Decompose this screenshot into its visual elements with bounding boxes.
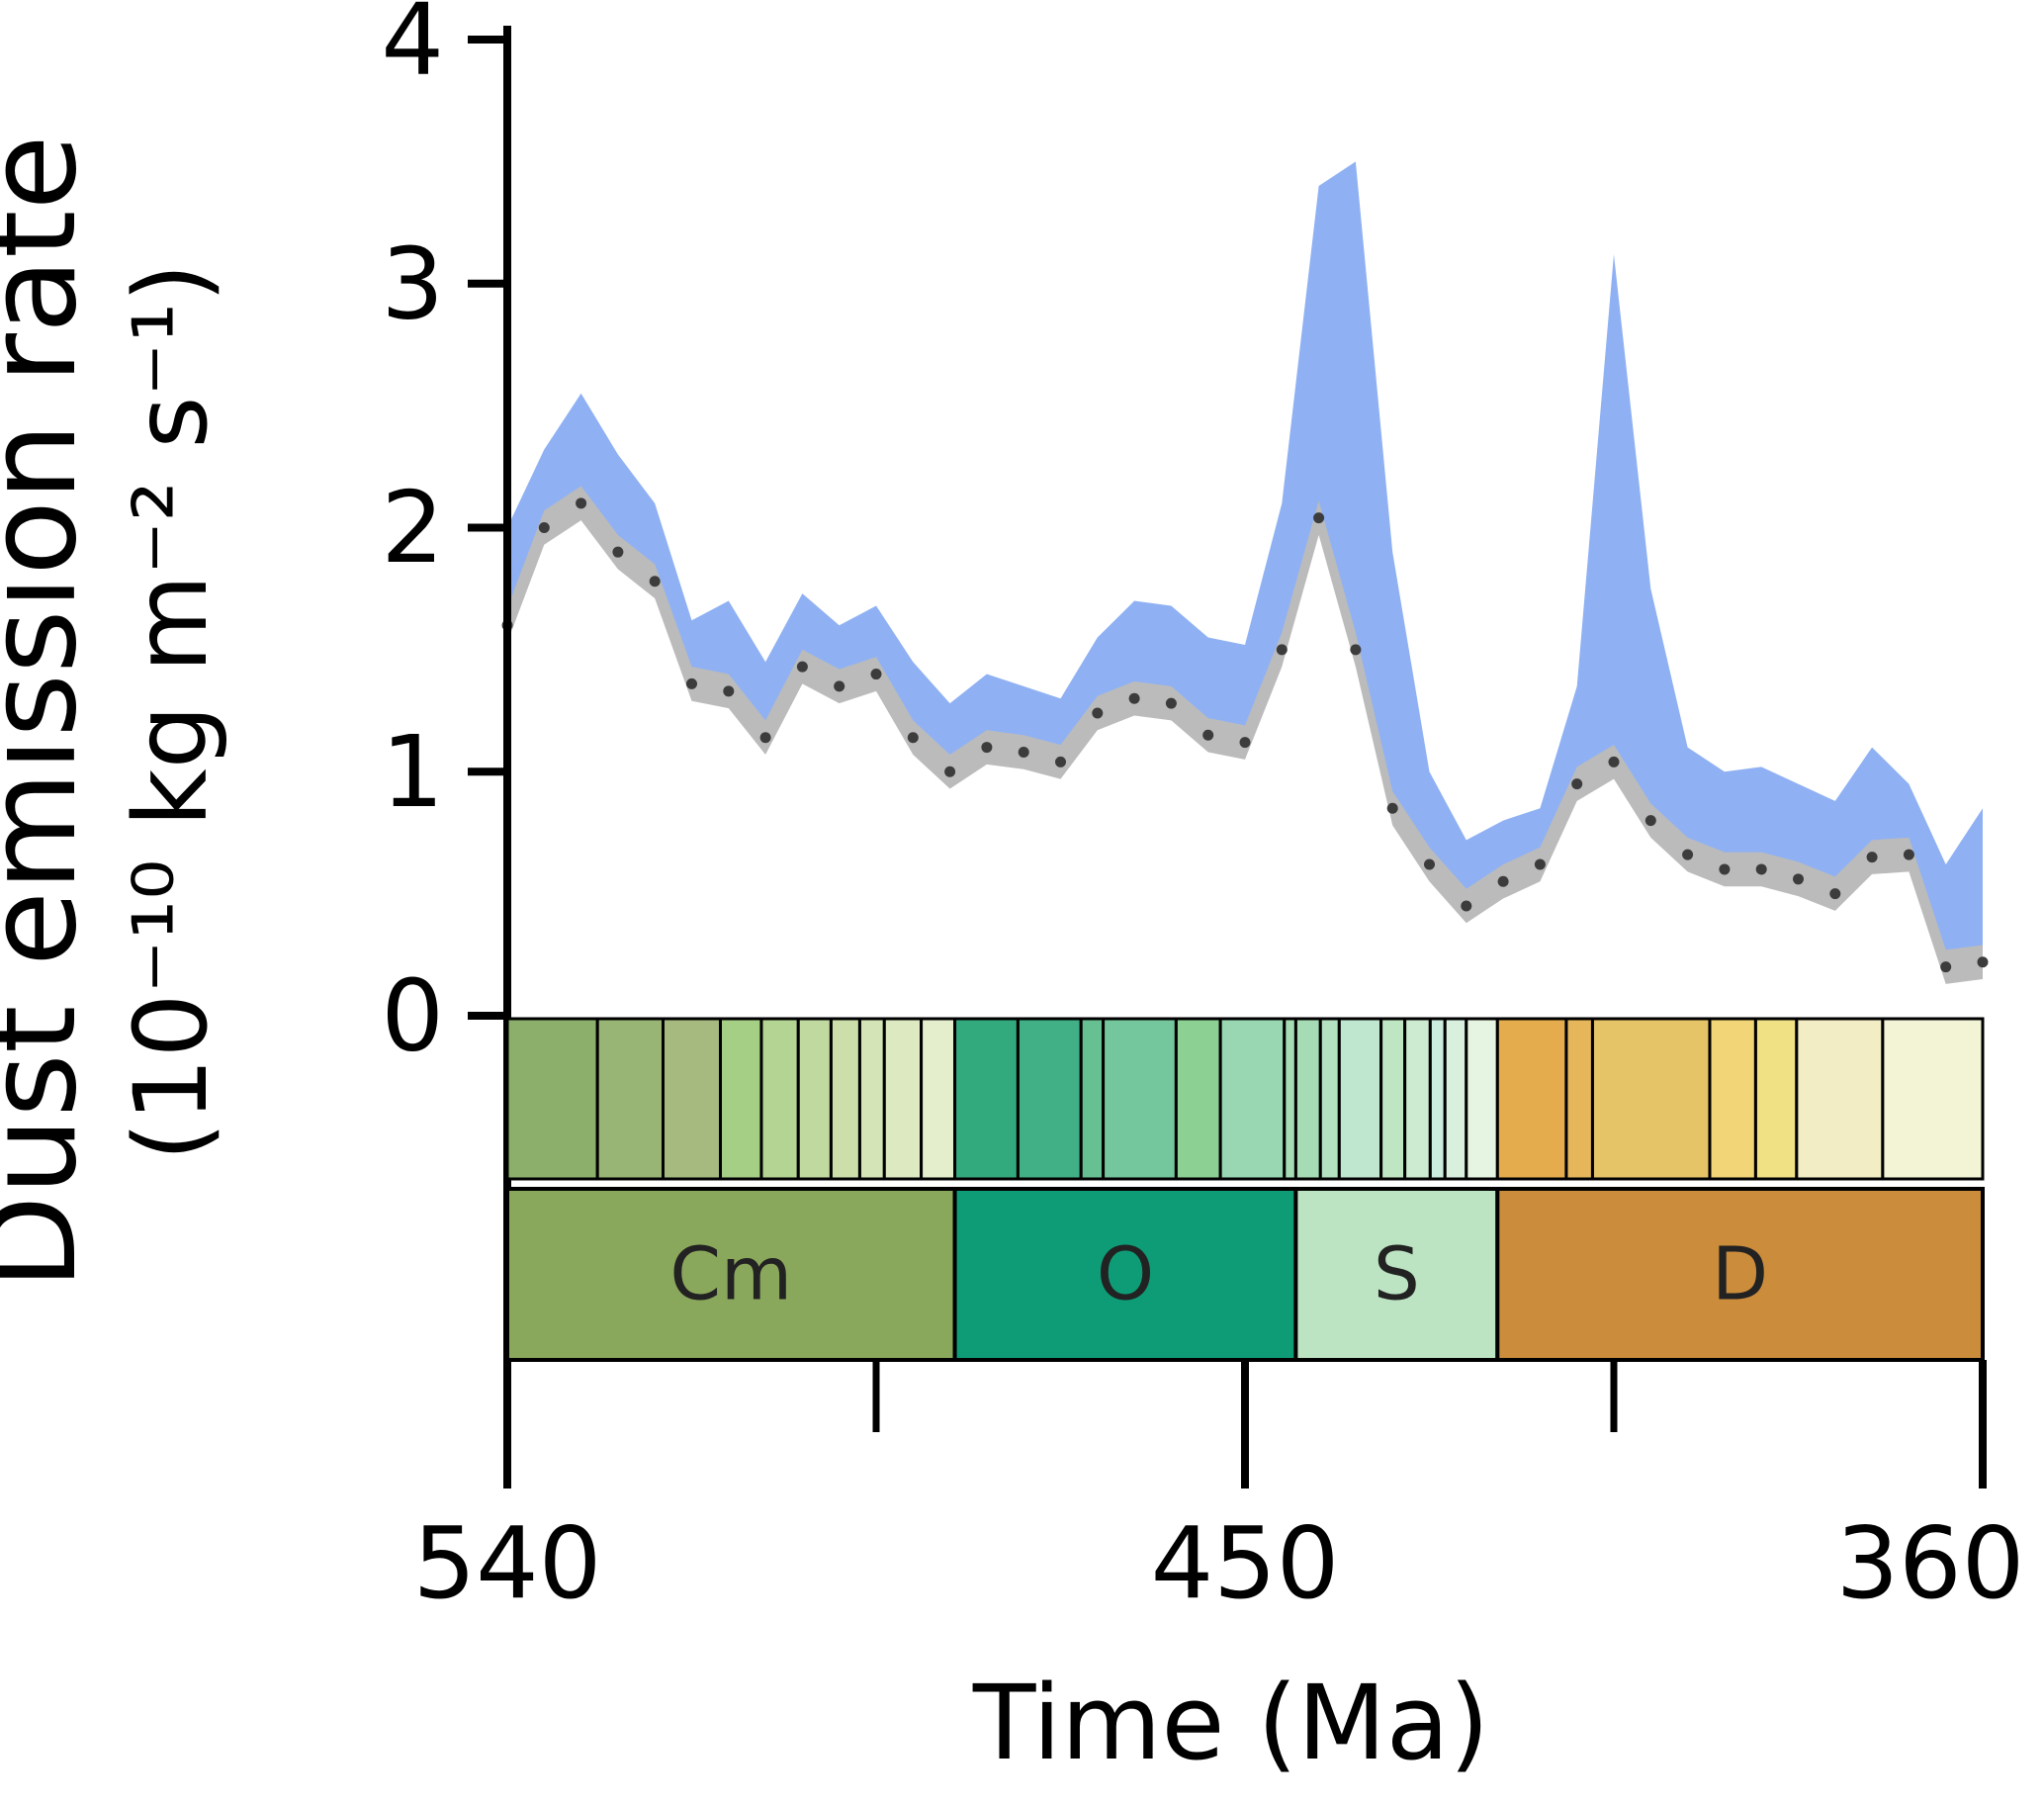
data-point <box>907 732 919 744</box>
stage-cell <box>1379 1017 1407 1181</box>
stage-cell <box>1283 1017 1297 1181</box>
chart-bands <box>507 161 1983 984</box>
period-label-d: D <box>1712 1232 1768 1317</box>
stage-cell <box>1428 1017 1447 1181</box>
data-point <box>1424 858 1435 870</box>
data-point <box>1644 815 1656 827</box>
data-point <box>1940 961 1952 973</box>
stage-cell <box>1495 1017 1568 1181</box>
stage-cell <box>1753 1017 1799 1181</box>
stage-cell <box>882 1017 924 1181</box>
period-cell-cm <box>505 1187 957 1362</box>
chart-axes: 0 1 2 3 4 540 450 360 <box>381 0 2024 1621</box>
x-tick-label: 450 <box>1151 1505 1340 1621</box>
stage-cell <box>1016 1017 1083 1181</box>
stage-cell <box>595 1017 665 1181</box>
stage-cell <box>829 1017 861 1181</box>
stage-cell <box>953 1017 1020 1181</box>
data-point <box>1386 802 1398 814</box>
data-point <box>944 766 956 777</box>
stage-cell <box>1079 1017 1106 1181</box>
y-tick-label: 2 <box>381 470 444 586</box>
data-point <box>1018 747 1029 759</box>
data-point <box>1128 692 1140 704</box>
stage-cell <box>1174 1017 1222 1181</box>
y-tick-label: 1 <box>381 714 444 830</box>
period-cell-o <box>952 1187 1298 1362</box>
stage-cell <box>661 1017 723 1181</box>
data-point <box>576 497 587 509</box>
stage-cell <box>1403 1017 1432 1181</box>
data-point <box>723 685 735 697</box>
stage-cell <box>759 1017 800 1181</box>
data-point <box>1903 849 1914 860</box>
stage-cell <box>1318 1017 1341 1181</box>
stage-cell <box>796 1017 833 1181</box>
data-point <box>1755 863 1767 875</box>
stage-cell <box>1465 1017 1499 1181</box>
data-point <box>796 661 808 673</box>
x-tick-label: 360 <box>1836 1505 2025 1621</box>
data-point <box>1719 863 1731 875</box>
stage-cell <box>857 1017 886 1181</box>
data-point <box>649 576 661 587</box>
stage-cell <box>920 1017 957 1181</box>
stage-cell <box>505 1017 599 1181</box>
y-axis-label-line2: (10⁻¹⁰ kg m⁻² s⁻¹) <box>113 263 230 1161</box>
data-point <box>612 546 624 558</box>
data-point <box>1461 900 1472 912</box>
period-label-o: O <box>1097 1232 1154 1317</box>
y-axis-label-line1: Dust emission rate <box>0 135 104 1290</box>
stage-cell <box>1218 1017 1287 1181</box>
uncertainty-band-blue <box>507 161 1983 955</box>
y-tick-label: 3 <box>381 226 444 341</box>
data-point <box>1497 875 1509 887</box>
data-point <box>981 742 993 754</box>
period-label-s: S <box>1374 1232 1420 1317</box>
data-point <box>538 522 550 533</box>
data-point <box>870 669 882 680</box>
data-point <box>1092 707 1104 719</box>
mean-band-gray <box>507 486 1983 984</box>
data-point <box>1276 644 1288 656</box>
data-point <box>759 732 771 744</box>
x-tick-label: 540 <box>413 1505 602 1621</box>
data-point <box>1534 858 1546 870</box>
stage-cell <box>719 1017 763 1181</box>
data-point <box>1608 756 1620 767</box>
data-point <box>1239 737 1251 749</box>
data-point <box>1350 644 1362 656</box>
data-point <box>1829 888 1841 900</box>
stage-cell <box>1795 1017 1885 1181</box>
period-cell-s <box>1293 1187 1500 1362</box>
data-point <box>1682 849 1694 860</box>
data-point <box>1055 756 1066 767</box>
stage-cell <box>1443 1017 1468 1181</box>
data-point <box>1977 956 1989 968</box>
period-label-cm: Cm <box>669 1232 792 1317</box>
data-point <box>1793 873 1804 885</box>
stage-cell <box>1293 1017 1322 1181</box>
y-tick-label: 0 <box>381 958 444 1074</box>
stage-cell <box>1102 1017 1178 1181</box>
data-point <box>686 677 697 689</box>
data-point <box>1202 729 1214 741</box>
stage-cell <box>1881 1017 1985 1181</box>
stage-cell <box>1708 1017 1757 1181</box>
y-tick-label: 4 <box>381 0 444 98</box>
chart-data-points <box>501 497 1989 973</box>
geologic-timescale: Cm O S D <box>505 1017 1985 1362</box>
data-point <box>1313 512 1325 524</box>
data-point <box>1571 778 1583 790</box>
stage-cell <box>1564 1017 1594 1181</box>
data-point <box>1866 852 1878 863</box>
data-point <box>1165 697 1177 709</box>
data-point <box>834 680 845 692</box>
stage-cell <box>1590 1017 1712 1181</box>
stage-cell <box>1337 1017 1383 1181</box>
period-cell-d <box>1495 1187 1985 1362</box>
x-axis-label: Time (Ma) <box>972 1663 1489 1783</box>
